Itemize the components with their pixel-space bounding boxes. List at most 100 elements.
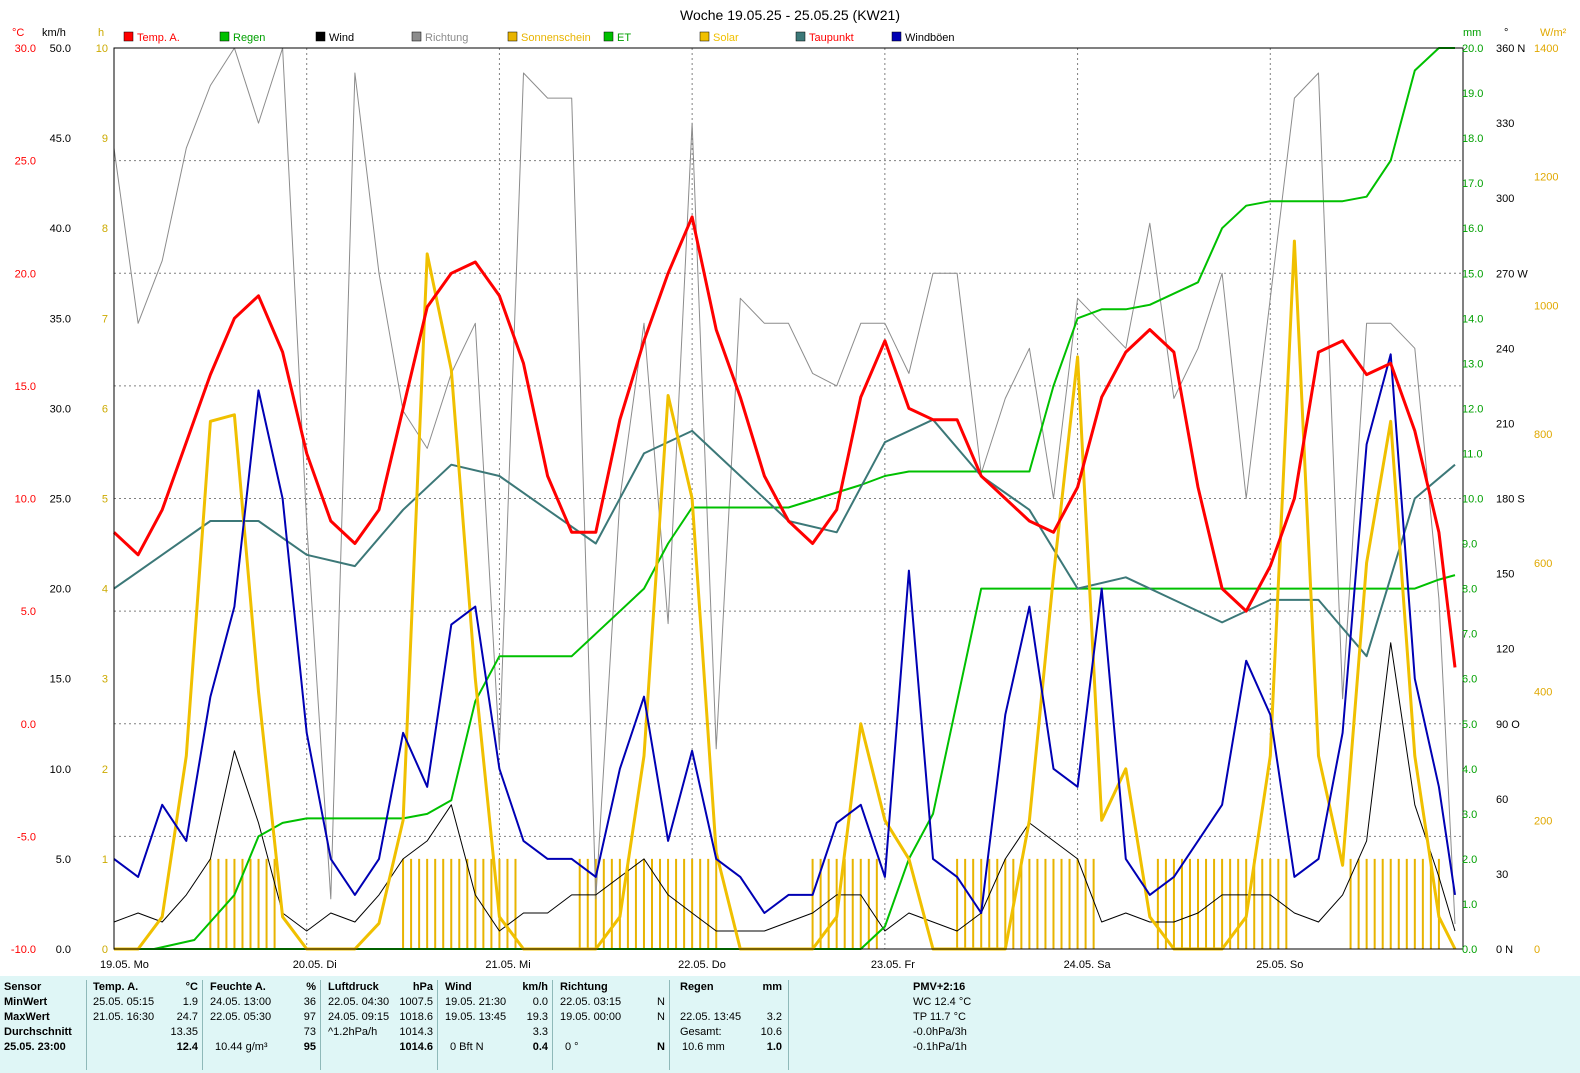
direction-tick-label: 270 W [1496, 268, 1528, 280]
wind-current: 0.4 [532, 1041, 548, 1053]
rain-max-time: 22.05. 13:45 [680, 1011, 742, 1023]
wind-header: Wind [445, 981, 472, 993]
summary-table: Sensor MinWert MaxWert Durchschnitt 25.0… [0, 976, 1580, 1073]
direction-tick-label: 60 [1496, 794, 1508, 806]
day-label: 23.05. Fr [871, 959, 915, 971]
sun-tick-label: 3 [102, 674, 108, 686]
summary-col-extra: PMV+2:16 WC 12.4 °C TP 11.7 °C -0.0hPa/3… [791, 980, 1091, 1070]
legend: Temp. A. Regen Wind Richtung Sonnenschein ET S… [123, 31, 955, 44]
pressure-max: 1018.6 [399, 1011, 433, 1023]
solar-unit-label: W/m² [1540, 27, 1567, 39]
day-label: 21.05. Mi [485, 959, 530, 971]
temp-current: 12.4 [176, 1041, 198, 1053]
rain-tick-label: 15.0 [1462, 268, 1483, 280]
summary-col-pressure: Luftdruck hPa 22.05. 04:30 1007.5 24.05. 0… [323, 980, 438, 1070]
minwert-label: MinWert [4, 996, 48, 1008]
sun-tick-label: 6 [102, 403, 108, 415]
direction-tick-label: 150 [1496, 569, 1514, 581]
solar-tick-label: 200 [1534, 815, 1552, 827]
wind-min: 0.0 [532, 996, 548, 1008]
humidity-avg: 73 [303, 1026, 316, 1038]
temp-tick-label: -10.0 [11, 944, 36, 956]
direction-tick-label: 240 [1496, 343, 1514, 355]
legend-swatch [795, 31, 806, 42]
dewpoint-value: TP 11.7 °C [913, 1011, 966, 1023]
rain-tick-label: 6.0 [1462, 674, 1477, 686]
legend-label: Wind [329, 32, 354, 44]
rain-tick-label: 11.0 [1462, 448, 1483, 460]
wind-max-time: 19.05. 13:45 [445, 1011, 507, 1023]
direction-tick-label: 180 S [1496, 494, 1525, 506]
rain-tick-label: 7.0 [1462, 629, 1477, 641]
wind-tick-label: 25.0 [50, 494, 71, 506]
direction-min-time: 22.05. 03:15 [560, 996, 622, 1008]
sun-tick-label: 0 [102, 944, 108, 956]
legend-label: Regen [233, 32, 265, 44]
pressure-min-time: 22.05. 04:30 [328, 996, 390, 1008]
wind-tick-label: 15.0 [50, 674, 71, 686]
legend-label: ET [617, 32, 631, 44]
wind-tick-label: 40.0 [50, 223, 71, 235]
maxwert-label: MaxWert [4, 1011, 50, 1023]
rain-tick-label: 3.0 [1462, 809, 1477, 821]
rain-total: 10.6 [760, 1026, 782, 1038]
pressure-max-time: 24.05. 09:15 [328, 1011, 390, 1023]
solar-tick-label: 400 [1534, 687, 1552, 699]
humidity-min-time: 24.05. 13:00 [210, 996, 272, 1008]
sun-tick-label: 2 [102, 764, 108, 776]
day-label: 24.05. Sa [1064, 959, 1112, 971]
rain-tick-label: 16.0 [1462, 223, 1483, 235]
rain-header: Regen [680, 981, 714, 993]
solar-tick-label: 1400 [1534, 43, 1558, 55]
legend-swatch [507, 31, 518, 42]
humidity-abs: 10.44 g/m³ [215, 1041, 268, 1053]
plot-frame [113, 47, 1464, 950]
temp-unit: °C [185, 981, 198, 993]
rain-tick-label: 17.0 [1462, 178, 1483, 190]
temp-header: Temp. A. [93, 981, 139, 993]
legend-swatch [315, 31, 326, 42]
rain-current: 1.0 [766, 1041, 782, 1053]
rain-tick-label: 12.0 [1462, 403, 1483, 415]
wind-tick-label: 45.0 [50, 133, 71, 145]
summary-col-wind: Wind km/h 19.05. 21:30 0.0 19.05. 13:45 19.… [440, 980, 553, 1070]
direction-tick-label: 300 [1496, 193, 1514, 205]
sun-tick-label: 9 [102, 133, 108, 145]
legend-swatch [411, 31, 422, 42]
sun-tick-label: 10 [96, 43, 108, 55]
rain-tick-label: 13.0 [1462, 358, 1483, 370]
legend-swatch [219, 31, 230, 42]
temp-max: 24.7 [176, 1011, 198, 1023]
sun-tick-label: 1 [102, 854, 108, 866]
pressure-trend: ^1.2hPa/h [328, 1026, 378, 1038]
pressure-avg: 1014.3 [399, 1026, 433, 1038]
chart-title: Woche 19.05.25 - 25.05.25 (KW21) [680, 7, 900, 23]
legend-swatch [603, 31, 614, 42]
rain-current-total: 10.6 mm [682, 1041, 725, 1053]
temp-tick-label: 30.0 [15, 43, 36, 55]
temp-min-time: 25.05. 05:15 [93, 996, 155, 1008]
legend-label: Sonnenschein [521, 32, 591, 44]
wind-avg: 3.3 [532, 1026, 548, 1038]
rain-tick-label: 0.0 [1462, 944, 1477, 956]
direction-tick-label: 330 [1496, 118, 1514, 130]
day-label: 25.05. So [1256, 959, 1303, 971]
sunshine-bars [209, 858, 1440, 949]
pressure-trend-3h: -0.0hPa/3h [913, 1026, 967, 1038]
wind-unit-label: km/h [42, 27, 66, 39]
series-line-richtung [113, 47, 1456, 925]
rain-tick-label: 18.0 [1462, 133, 1483, 145]
direction-tick-label: 210 [1496, 418, 1514, 430]
direction-tick-label: 120 [1496, 644, 1514, 656]
humidity-current: 95 [303, 1041, 316, 1053]
summary-col-direction: Richtung 22.05. 03:15 N 19.05. 00:00 N 0 °… [555, 980, 670, 1070]
summary-col-sensor: Sensor MinWert MaxWert Durchschnitt 25.0… [4, 980, 87, 1070]
series-line-regen [114, 47, 1455, 950]
legend-swatch [123, 31, 134, 42]
rain-tick-label: 1.0 [1462, 899, 1477, 911]
legend-label: Taupunkt [809, 32, 854, 44]
pressure-min: 1007.5 [399, 996, 433, 1008]
direction-max: N [657, 1011, 665, 1023]
sun-tick-label: 5 [102, 494, 108, 506]
chart-background [0, 0, 1580, 976]
